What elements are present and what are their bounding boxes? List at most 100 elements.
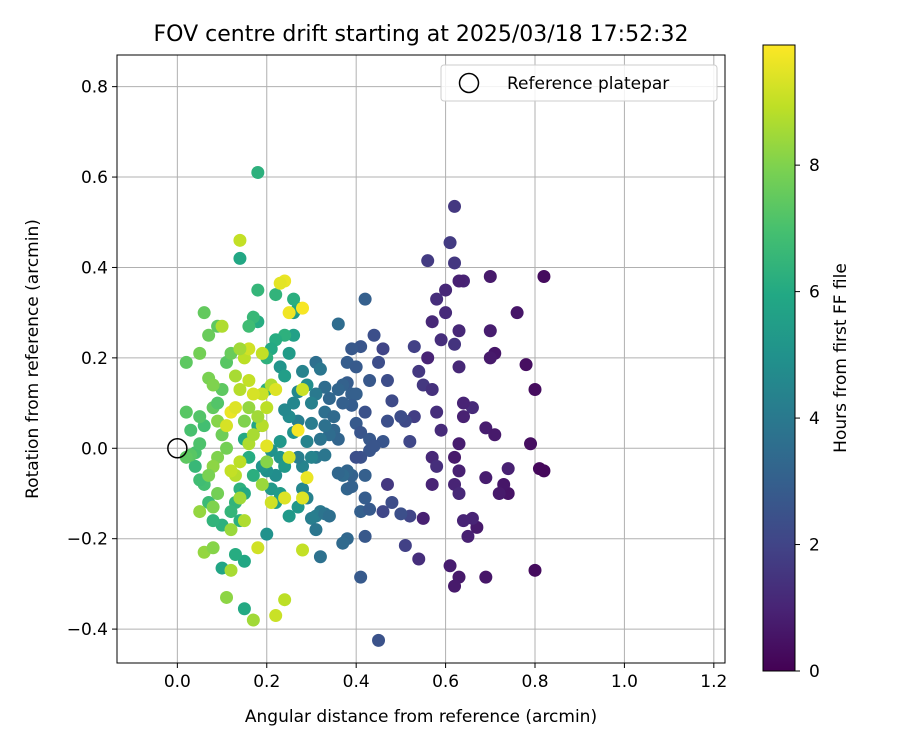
data-point [193,410,207,424]
data-point [448,337,462,351]
data-point [322,392,336,406]
data-point [206,378,220,392]
data-point [296,301,310,315]
data-point [537,270,551,284]
data-point [224,505,238,519]
data-point [206,541,220,555]
data-point [287,328,301,342]
data-point [376,342,390,356]
data-point [251,166,265,180]
legend: Reference platepar [440,64,718,102]
colorbar-tick-label: 0 [809,662,820,682]
data-point [336,536,350,550]
data-point [443,236,457,250]
data-point [251,410,265,424]
data-point [358,529,372,543]
data-point [282,306,296,320]
colorbar-tick-label: 6 [809,283,820,303]
data-point [345,480,359,494]
data-point [528,383,542,397]
data-point [260,527,274,541]
data-point [358,292,372,306]
y-tick-label: 0.4 [81,258,108,278]
data-point [492,486,506,500]
colorbar-tick-label: 2 [809,536,820,556]
data-point [296,491,310,505]
data-point [304,511,318,525]
data-point [282,509,296,523]
data-point [501,462,515,476]
legend-label: Reference platepar [507,74,669,94]
data-point [211,396,225,410]
data-point [228,401,242,415]
data-point [193,346,207,360]
data-point [251,541,265,555]
x-axis-ticks: 0.0 0.2 0.4 0.6 0.8 1.0 1.2 [164,663,727,692]
data-point [363,373,377,387]
data-point [282,450,296,464]
data-point [448,579,462,593]
x-tick-label: 1.0 [611,672,638,692]
data-point [228,548,242,562]
data-point [237,514,251,528]
y-tick-label: 0.8 [81,78,108,98]
plot-frame [116,54,726,664]
data-point [179,405,193,419]
data-point [416,511,430,525]
data-point [269,383,283,397]
x-tick-label: 0.0 [164,672,191,692]
data-point [202,328,216,342]
data-point [220,419,234,433]
colorbar [762,44,796,672]
data-point [255,346,269,360]
data-point [372,633,386,647]
data-point [278,593,292,607]
data-point [448,450,462,464]
y-tick-label: −0.2 [67,530,108,550]
data-point [452,360,466,374]
data-point [278,491,292,505]
data-point [202,468,216,482]
colorbar-tick-label: 4 [809,409,820,429]
data-point [385,394,399,408]
data-point [242,319,256,333]
colorbar-tick-label: 8 [809,156,820,176]
data-point [291,423,305,437]
data-point [394,410,408,424]
data-point [278,369,292,383]
legend-box [440,64,718,102]
data-point [313,432,327,446]
y-axis-label: Rotation from reference (arcmin) [23,219,43,499]
data-point [260,439,274,453]
data-point [300,434,314,448]
data-point [524,437,538,451]
data-point [255,387,269,401]
data-point [376,505,390,519]
data-point [296,364,310,378]
data-point [318,380,332,394]
data-point [349,387,363,401]
data-point [358,468,372,482]
x-axis-label: Angular distance from reference (arcmin) [245,707,597,727]
data-point [237,554,251,568]
data-point [264,496,278,510]
data-point [456,514,470,528]
data-point [260,455,274,469]
data-point [197,306,211,320]
data-point [220,441,234,455]
data-point [215,319,229,333]
data-point [228,369,242,383]
x-tick-label: 0.2 [253,672,280,692]
data-point [483,324,497,338]
grid [117,55,725,663]
data-point [220,590,234,604]
data-point [345,342,359,356]
data-point [242,401,256,415]
data-point [412,552,426,566]
data-point [354,425,368,439]
data-point [385,496,399,510]
data-point [206,500,220,514]
data-point [233,491,247,505]
data-point [510,306,524,320]
